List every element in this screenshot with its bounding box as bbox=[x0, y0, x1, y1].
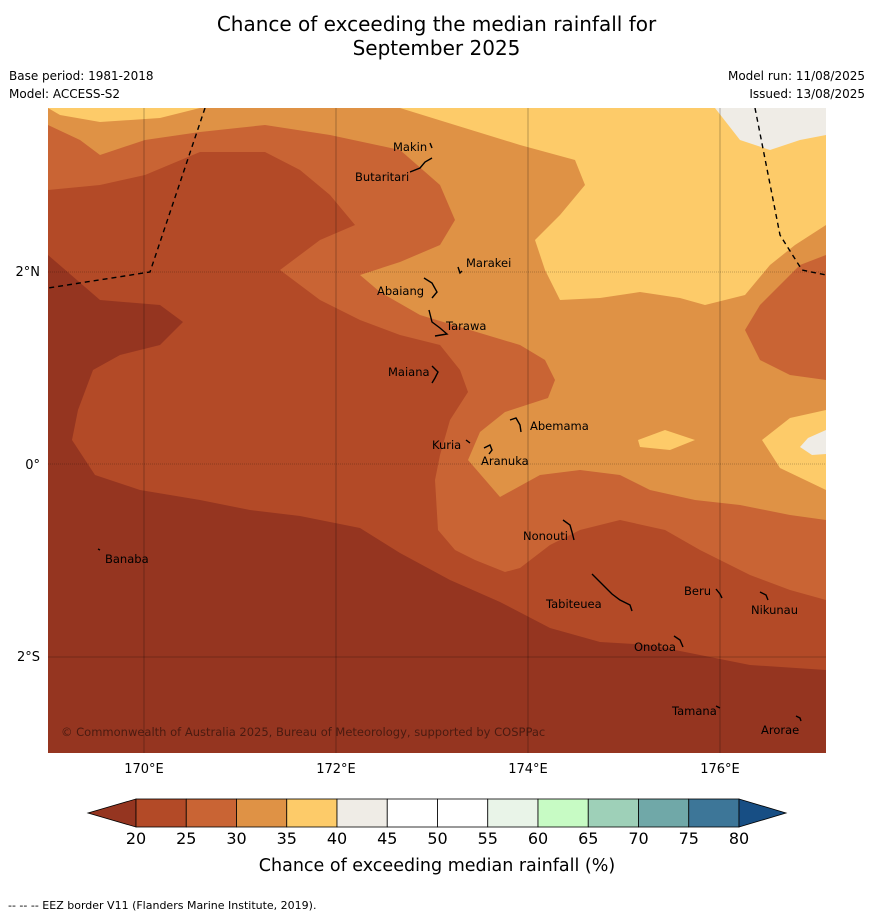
place-label: Marakei bbox=[466, 256, 511, 270]
place-label: Abemama bbox=[530, 419, 589, 433]
colorbar-label: Chance of exceeding median rainfall (%) bbox=[259, 856, 615, 876]
colorbar-segment bbox=[437, 798, 489, 828]
place-label: Aranuka bbox=[481, 454, 529, 468]
island-onotoa bbox=[673, 635, 684, 648]
issued-date: Issued: 13/08/2025 bbox=[749, 87, 865, 101]
colorbar-segment bbox=[587, 798, 639, 828]
place-label: Tamana bbox=[671, 704, 717, 718]
longitude-tick-labels: 170°E 172°E 174°E 176°E bbox=[124, 762, 740, 777]
island-tamana bbox=[715, 705, 721, 709]
colorbar-tick-label: 70 bbox=[628, 829, 648, 848]
colorbar-tick-label: 20 bbox=[126, 829, 146, 848]
meta-right: Model run: 11/08/2025 Issued: 13/08/2025 bbox=[728, 67, 865, 103]
contour-35-40-north bbox=[48, 108, 826, 305]
island-banaba bbox=[97, 548, 101, 551]
place-label: Nikunau bbox=[751, 603, 798, 617]
lat-tick-label: 2°N bbox=[16, 265, 41, 280]
colorbar-segment bbox=[487, 798, 539, 828]
title-line-2: September 2025 bbox=[352, 36, 521, 60]
island-butaritari bbox=[409, 157, 433, 173]
colorbar-tick-label: 80 bbox=[729, 829, 749, 848]
island-marakei bbox=[457, 266, 463, 275]
colorbar-tick-label: 50 bbox=[427, 829, 447, 848]
place-label: Banaba bbox=[105, 552, 149, 566]
place-label: Tabiteuea bbox=[545, 597, 602, 611]
island-tarawa bbox=[428, 309, 449, 337]
island-nikunau bbox=[759, 591, 769, 601]
place-label: Arorae bbox=[761, 723, 799, 737]
map-title: Chance of exceeding the median rainfall … bbox=[0, 12, 873, 60]
island-aranuka bbox=[483, 444, 493, 455]
colorbar-tick-label: 25 bbox=[176, 829, 196, 848]
lon-tick-label: 176°E bbox=[700, 762, 740, 777]
colorbar-tick-label: 40 bbox=[327, 829, 347, 848]
island-tabiteuea bbox=[591, 573, 633, 612]
colorbar-tick-label: 45 bbox=[377, 829, 397, 848]
map-area: Makin Butaritari Marakei Abaiang Tarawa Maian… bbox=[48, 108, 826, 753]
island-arorae bbox=[795, 715, 802, 722]
title-line-1: Chance of exceeding the median rainfall … bbox=[216, 12, 657, 36]
colorbar-extend-high bbox=[738, 798, 788, 828]
copyright-text: © Commonwealth of Australia 2025, Bureau… bbox=[61, 725, 545, 739]
contour-40-45-e bbox=[800, 430, 826, 455]
contour-25-30-east bbox=[745, 255, 826, 380]
colorbar-tick-label: 30 bbox=[226, 829, 246, 848]
colorbar-segment bbox=[638, 798, 690, 828]
colorbar-segment bbox=[236, 798, 288, 828]
lon-tick-label: 174°E bbox=[508, 762, 548, 777]
island-abemama bbox=[509, 417, 522, 433]
island-nonouti bbox=[562, 519, 575, 541]
colorbar bbox=[86, 798, 788, 828]
colorbar-tick-label: 60 bbox=[528, 829, 548, 848]
meta-left: Base period: 1981-2018 Model: ACCESS-S2 bbox=[9, 67, 154, 103]
island-beru bbox=[715, 588, 723, 599]
colorbar-extend-low bbox=[86, 798, 137, 828]
colorbar-tick-labels: 20 25 30 35 40 45 50 55 60 65 70 75 80 bbox=[126, 829, 749, 848]
place-label: Butaritari bbox=[355, 170, 409, 184]
colorbar-segment bbox=[688, 798, 740, 828]
island-outlines bbox=[97, 142, 802, 722]
latitude-tick-labels: 2°N 0° 2°S bbox=[16, 265, 41, 665]
colorbar-segment bbox=[537, 798, 589, 828]
place-label: Makin bbox=[393, 140, 427, 154]
model-run: Model run: 11/08/2025 bbox=[727, 69, 865, 83]
contour-35-40-east bbox=[762, 410, 826, 490]
model-name: Model: ACCESS-S2 bbox=[9, 87, 121, 101]
base-period: Base period: 1981-2018 bbox=[9, 69, 154, 83]
island-maiana bbox=[431, 365, 439, 384]
place-label: Maiana bbox=[388, 365, 430, 379]
place-label: Tarawa bbox=[445, 319, 486, 333]
lon-tick-label: 170°E bbox=[124, 762, 164, 777]
colorbar-tick-label: 65 bbox=[578, 829, 598, 848]
contour-40-45-ne bbox=[715, 108, 826, 150]
lat-tick-label: 2°S bbox=[17, 650, 40, 665]
island-makin bbox=[429, 142, 433, 149]
colorbar-segment bbox=[135, 798, 187, 828]
lon-tick-label: 172°E bbox=[316, 762, 356, 777]
contour-below-20 bbox=[48, 255, 826, 753]
island-abaiang bbox=[423, 277, 438, 299]
colorbar-tick-label: 55 bbox=[478, 829, 498, 848]
place-label: Nonouti bbox=[523, 529, 568, 543]
place-label: Onotoa bbox=[634, 640, 676, 654]
place-label: Beru bbox=[684, 584, 711, 598]
colorbar-segment bbox=[386, 798, 438, 828]
colorbar-segment bbox=[336, 798, 388, 828]
lat-tick-label: 0° bbox=[25, 458, 40, 473]
contour-35-40-nw bbox=[48, 108, 200, 122]
colorbar-tick-label: 75 bbox=[679, 829, 699, 848]
eez-footnote: -- -- -- EEZ border V11 (Flanders Marine… bbox=[8, 899, 317, 912]
eez-borders bbox=[48, 108, 826, 289]
place-label: Kuria bbox=[432, 438, 461, 452]
place-labels: Makin Butaritari Marakei Abaiang Tarawa Maian… bbox=[105, 140, 799, 737]
place-label: Abaiang bbox=[377, 284, 424, 298]
gridlines bbox=[48, 108, 826, 753]
contour-35-40-small bbox=[638, 430, 695, 450]
colorbar-segment bbox=[286, 798, 338, 828]
colorbar-segment bbox=[185, 798, 237, 828]
island-kuria bbox=[465, 439, 471, 444]
colorbar-tick-label: 35 bbox=[277, 829, 297, 848]
